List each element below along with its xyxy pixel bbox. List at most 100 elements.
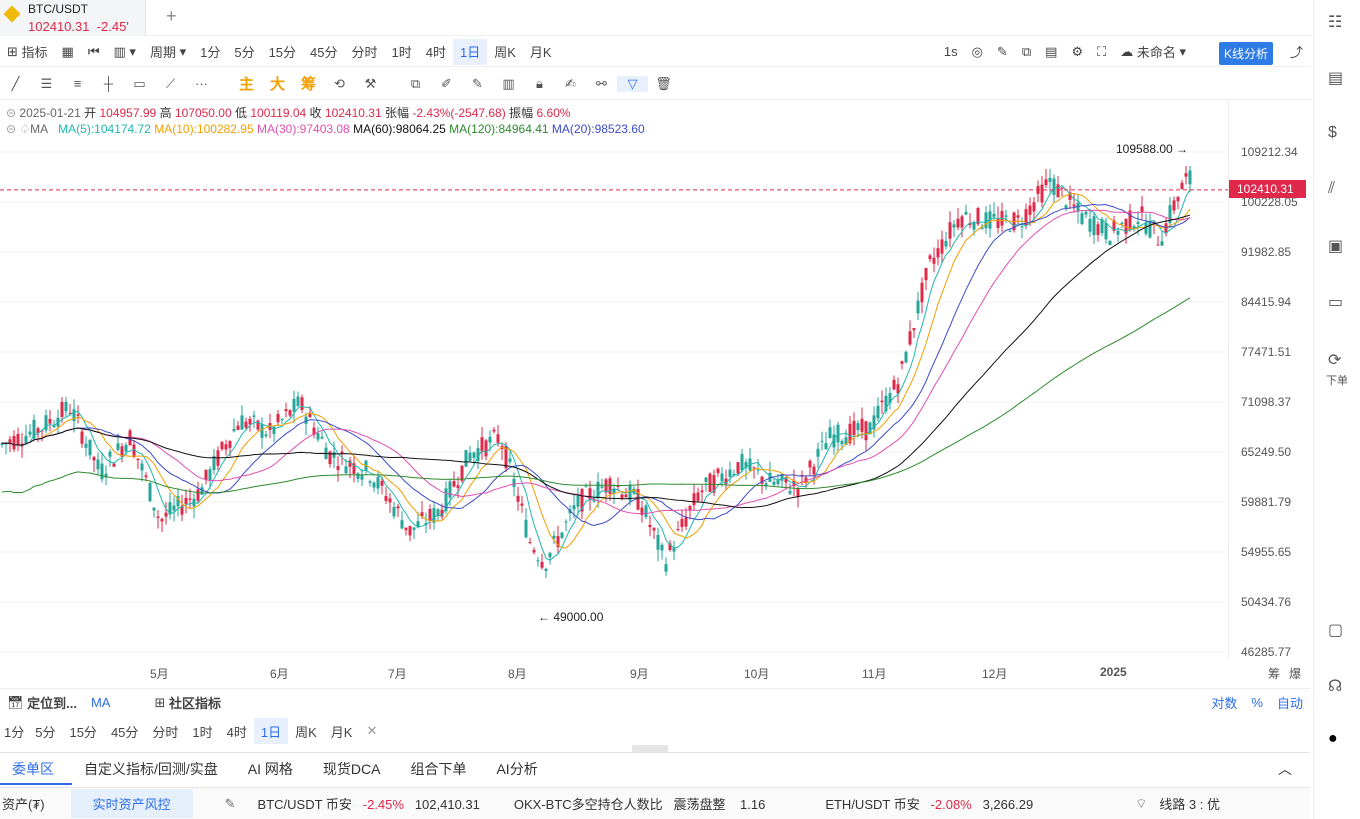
symbol-tab[interactable]: BTC/USDT 102410.31 -2.45' xyxy=(0,0,146,36)
panel-toggle-icon[interactable] xyxy=(632,745,668,753)
tab-custom-indicator[interactable]: 自定义指标/回测/实盘 xyxy=(84,760,218,777)
ticker-eth[interactable]: ETH/USDT 币安 -2.08% 3,266.29 xyxy=(825,797,1034,812)
candle-body xyxy=(820,440,824,442)
percent-scale-button[interactable]: % xyxy=(1251,695,1263,710)
ma-indicator-button[interactable]: MA xyxy=(90,695,111,710)
period-dropdown[interactable]: 周期 ▾ xyxy=(149,43,187,61)
more-icon[interactable]: ··· xyxy=(195,76,208,91)
hline-icon[interactable]: ☰ xyxy=(40,75,53,91)
pattern-icon[interactable]: ▥ xyxy=(502,75,515,91)
trash-icon[interactable]: 🗑︎ xyxy=(655,75,672,91)
order-icon[interactable]: ⟳ xyxy=(1328,352,1342,369)
candle-body xyxy=(616,485,620,487)
candle-body xyxy=(204,469,208,481)
brush-icon[interactable]: ⚒ xyxy=(364,75,377,91)
tab-orders[interactable]: 委单区 xyxy=(0,753,72,785)
settings-icon[interactable]: ⚙ xyxy=(1071,43,1084,59)
log-scale-button[interactable]: 对数 xyxy=(1211,696,1238,711)
chart-icon[interactable]: ⫽ xyxy=(1328,180,1336,197)
share-icon[interactable]: ⤴ xyxy=(1289,45,1303,60)
qtf-5m[interactable]: 5分 xyxy=(35,724,56,740)
note-icon[interactable]: ✍ xyxy=(565,75,576,91)
qtf-4h[interactable]: 4时 xyxy=(226,724,247,740)
tab-combo-order[interactable]: 组合下单 xyxy=(410,760,467,777)
crossline-icon[interactable]: ┼ xyxy=(103,76,114,91)
ruler-icon[interactable]: ✐ xyxy=(441,75,452,91)
candle-type-icon[interactable]: ▥ ▾ xyxy=(113,43,136,59)
tf-time[interactable]: 分时 xyxy=(351,45,378,60)
cloud-layout[interactable]: ☁ 未命名 ▾ xyxy=(1120,43,1186,61)
ticker-okx[interactable]: OKX-BTC多空持仓人数比 震荡盘整 1.16 xyxy=(513,797,766,812)
tab-spot-dca[interactable]: 现货DCA xyxy=(322,760,381,777)
measure-icon[interactable]: ⟋ xyxy=(165,75,176,91)
replay-icon[interactable]: ⏮ xyxy=(87,43,100,59)
qtf-1h[interactable]: 1时 xyxy=(192,724,213,740)
add-tab-icon[interactable]: + xyxy=(166,6,177,26)
auto-scale-button[interactable]: 自动 xyxy=(1276,696,1303,711)
tf-1m[interactable]: 1分 xyxy=(200,45,221,60)
monitor-icon[interactable]: ▣ xyxy=(1328,238,1344,255)
collapse-icon[interactable]: ︿ xyxy=(1278,760,1292,777)
support-icon[interactable]: ☊ xyxy=(1328,678,1343,695)
candle-body xyxy=(876,405,880,419)
community-indicator-button[interactable]: ⊞ 社区指标 xyxy=(154,694,221,712)
magnet-icon[interactable]: ⟲ xyxy=(334,75,345,91)
qtf-45m[interactable]: 45分 xyxy=(110,724,139,740)
close-icon[interactable]: ✕ xyxy=(366,723,378,738)
qtf-1d[interactable]: 1日 xyxy=(253,718,289,744)
fullscreen-icon[interactable]: ⛶ xyxy=(1097,43,1107,59)
channel-icon[interactable]: ≡ xyxy=(73,76,82,91)
burst-axis-label[interactable]: 爆 xyxy=(1289,667,1302,681)
tf-15m[interactable]: 15分 xyxy=(268,45,297,60)
tf-week[interactable]: 周K xyxy=(494,45,516,60)
risk-control-button[interactable]: 实时资产风控 xyxy=(70,789,193,818)
tf-month[interactable]: 月K xyxy=(529,45,552,60)
network-line[interactable]: 线路 3 : 优 xyxy=(1159,797,1220,812)
tf-4h[interactable]: 4时 xyxy=(425,45,446,60)
etf-icon[interactable]: ▭ xyxy=(1328,294,1344,311)
candle-body xyxy=(60,401,64,417)
edit-icon[interactable]: ✎ xyxy=(996,43,1008,59)
tab-ai-analysis[interactable]: AI分析 xyxy=(496,760,538,777)
rect-icon[interactable]: ▭ xyxy=(133,75,146,91)
locate-button[interactable]: 📅︎ 定位到... xyxy=(7,694,77,712)
tf-5m[interactable]: 5分 xyxy=(234,45,255,60)
tab-ai-grid[interactable]: AI 网格 xyxy=(247,760,293,777)
trendline-icon[interactable]: ╱ xyxy=(11,75,20,91)
pencil-icon[interactable]: ✎ xyxy=(472,75,483,91)
layout-icon[interactable]: ▦ xyxy=(61,43,74,59)
edit-ticker-icon[interactable]: ✎ xyxy=(224,795,236,811)
list-icon[interactable]: ☷ xyxy=(1328,14,1343,31)
candle-body xyxy=(960,216,964,228)
camera-icon[interactable]: ◎ xyxy=(971,43,983,59)
qtf-month[interactable]: 月K xyxy=(330,724,353,740)
indicator-button[interactable]: ⊞ 指标 xyxy=(7,43,48,61)
qtf-15m[interactable]: 15分 xyxy=(69,724,97,740)
kline-chart[interactable]: 109588.00 → ← 49000.00 xyxy=(0,140,1228,660)
big-order-button[interactable]: 大 xyxy=(269,76,285,93)
template-icon[interactable]: ▤ xyxy=(1045,43,1058,59)
tf-1d[interactable]: 1日 xyxy=(453,38,488,65)
qtf-1m[interactable]: 1分 xyxy=(4,724,25,740)
filter-icon[interactable]: ▽ xyxy=(617,75,648,92)
avatar[interactable]: ● xyxy=(1328,730,1338,747)
panel-icon[interactable]: ▢ xyxy=(1328,622,1344,639)
qtf-week[interactable]: 周K xyxy=(295,724,317,740)
document-icon[interactable]: ▤ xyxy=(1328,70,1344,87)
tf-1h[interactable]: 1时 xyxy=(391,45,412,60)
window-icon[interactable]: ⧉ xyxy=(1021,43,1032,59)
copy-icon[interactable]: ⧉ xyxy=(410,75,421,91)
chip-button[interactable]: 筹 xyxy=(300,76,316,93)
lock-icon[interactable]: 🔒︎ xyxy=(536,75,543,91)
qtf-time[interactable]: 分时 xyxy=(152,724,179,740)
kline-analysis-button[interactable]: K线分析 xyxy=(1219,42,1274,65)
tf-45m[interactable]: 45分 xyxy=(310,45,338,60)
order-label[interactable]: 下单 xyxy=(1326,375,1348,387)
ticker-btc[interactable]: BTC/USDT 币安 -2.45% 102,410.31 xyxy=(257,797,480,812)
tick-1s[interactable]: 1s xyxy=(943,44,958,59)
chip-axis-label[interactable]: 筹 xyxy=(1268,667,1281,681)
main-force-button[interactable]: 主 xyxy=(238,76,254,93)
candle-body xyxy=(12,436,16,450)
asset-icon[interactable]: $ xyxy=(1328,124,1337,141)
link-icon[interactable]: ⚯ xyxy=(596,75,607,91)
